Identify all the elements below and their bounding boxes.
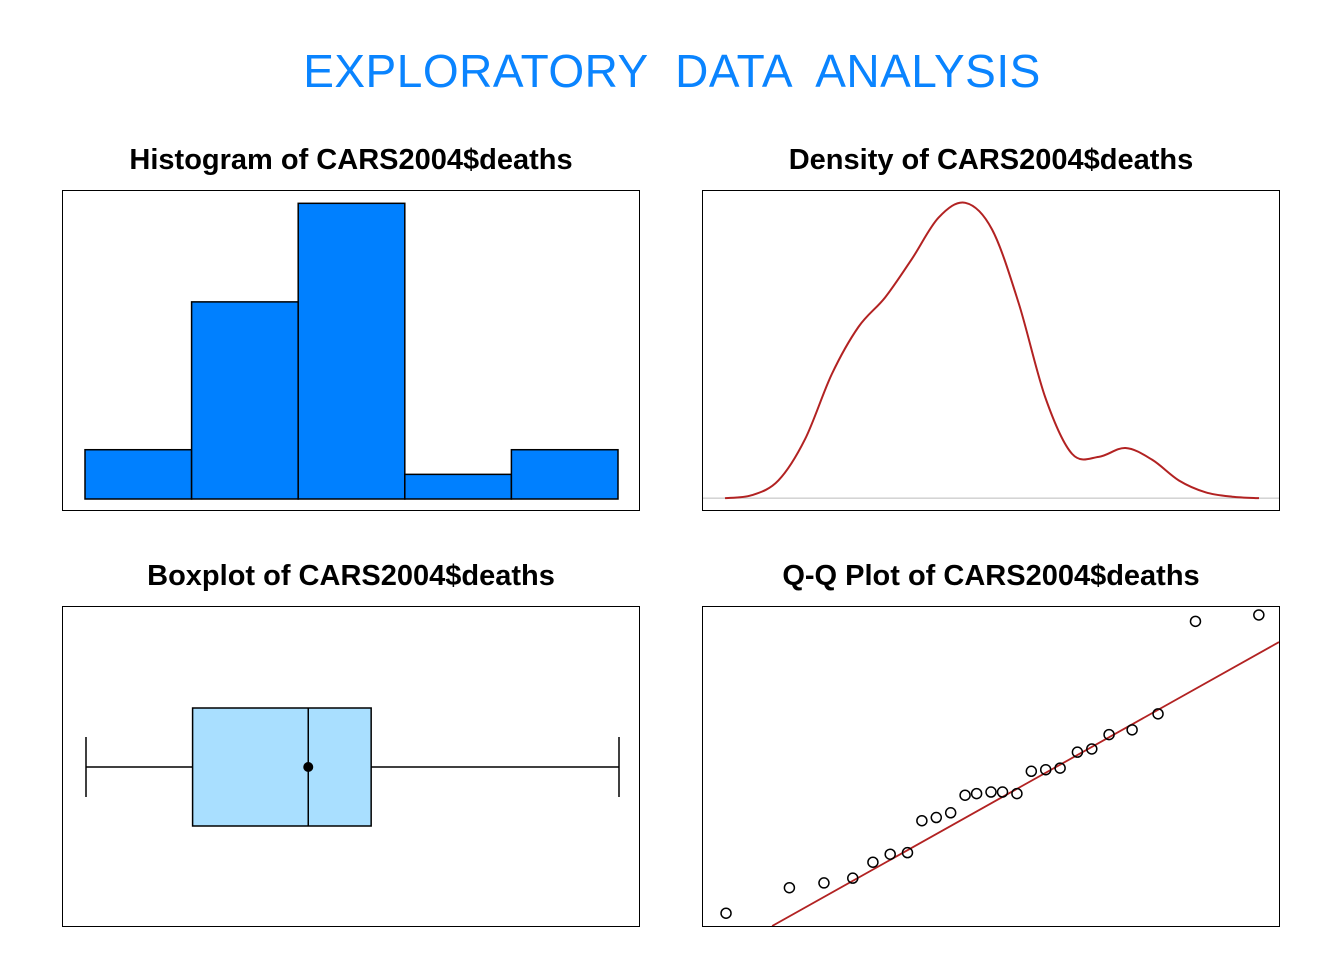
qq-point: [1126, 724, 1138, 736]
qq-title: Q-Q Plot of CARS2004$deaths: [782, 560, 1200, 592]
qq-point: [1253, 609, 1265, 621]
qq-point: [930, 811, 943, 824]
density-curve: [724, 201, 1260, 500]
qq-point: [916, 814, 928, 827]
qq-plot: [720, 609, 1279, 926]
histogram-bar: [510, 448, 619, 500]
qq-point: [818, 877, 830, 889]
density-plot: [703, 201, 1279, 500]
boxplot-title: Boxplot of CARS2004$deaths: [147, 560, 555, 592]
boxplot-mean-point: [303, 762, 314, 772]
qq-point: [1025, 765, 1038, 778]
main-title: EXPLORATORY DATA ANALYSIS: [303, 45, 1041, 97]
qq-reference-line: [771, 641, 1279, 926]
histogram-title: Histogram of CARS2004$deaths: [129, 144, 573, 176]
histogram-plot: [84, 202, 619, 500]
qq-panel: [702, 606, 1280, 927]
density-title: Density of CARS2004$deaths: [788, 144, 1194, 176]
histogram-bar: [84, 448, 193, 500]
histogram-bar: [404, 473, 513, 500]
histogram-bar: [297, 202, 406, 500]
boxplot-plot: [85, 707, 620, 827]
qq-point: [959, 789, 971, 801]
qq-point: [901, 846, 914, 859]
boxplot-panel: [62, 606, 640, 927]
qq-point: [1152, 708, 1164, 720]
boxplot-box: [191, 707, 372, 827]
qq-point: [720, 907, 732, 919]
qq-point: [970, 787, 983, 800]
histogram-panel: [62, 190, 640, 511]
qq-point: [867, 856, 879, 868]
qq-point: [783, 881, 796, 894]
histogram-bar: [190, 301, 299, 500]
qq-point: [1011, 787, 1023, 800]
density-panel: [702, 190, 1280, 511]
qq-point: [1189, 615, 1202, 628]
qq-point: [944, 807, 957, 819]
qq-point: [1086, 743, 1098, 755]
qq-point: [884, 848, 896, 860]
qq-point: [847, 872, 859, 884]
qq-point: [1071, 746, 1084, 758]
qq-point: [985, 786, 997, 798]
qq-point: [1103, 728, 1115, 741]
qq-point: [1039, 763, 1052, 776]
qq-point: [996, 786, 1009, 798]
qq-point: [1054, 762, 1066, 774]
